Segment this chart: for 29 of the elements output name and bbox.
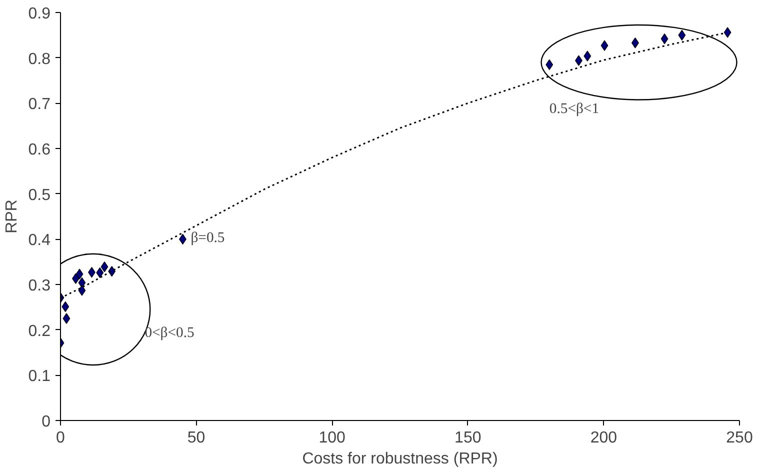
x-axis-title: Costs for robustness (RPR) <box>302 450 498 468</box>
y-axis-title: RPR <box>3 200 20 234</box>
x-tick-label: 0 <box>56 430 66 446</box>
annotation: 0<β<0.5 <box>144 325 194 342</box>
y-tick-label: 0.6 <box>28 142 51 158</box>
point <box>724 27 732 38</box>
y-tick-label: 0.1 <box>28 368 51 386</box>
point <box>546 59 554 70</box>
y-tick-label: 0.8 <box>28 50 51 68</box>
point <box>76 268 84 280</box>
x-tick-label: 100 <box>318 430 346 446</box>
y-tick-label: 0 <box>42 414 51 430</box>
point <box>600 40 608 51</box>
annotation: 0.5<β<1 <box>549 100 600 117</box>
point <box>62 313 70 324</box>
x-tick-label: 200 <box>590 430 618 446</box>
y-tick-label: 0.5 <box>28 186 51 204</box>
y-tick-label: 0.9 <box>28 6 51 22</box>
y-tick-label: 0.7 <box>28 96 51 114</box>
point <box>584 50 592 62</box>
y-tick-label: 0.3 <box>28 278 51 294</box>
x-tick-label: 50 <box>187 430 206 446</box>
annotation: β=0.5 <box>190 230 225 246</box>
point <box>108 266 116 277</box>
y-tick-label: 0.2 <box>28 322 51 340</box>
point <box>78 285 86 296</box>
x-tick-label: 250 <box>726 430 753 446</box>
x-tick-label: 150 <box>454 430 482 446</box>
y-tick-label: 0.4 <box>28 232 51 250</box>
